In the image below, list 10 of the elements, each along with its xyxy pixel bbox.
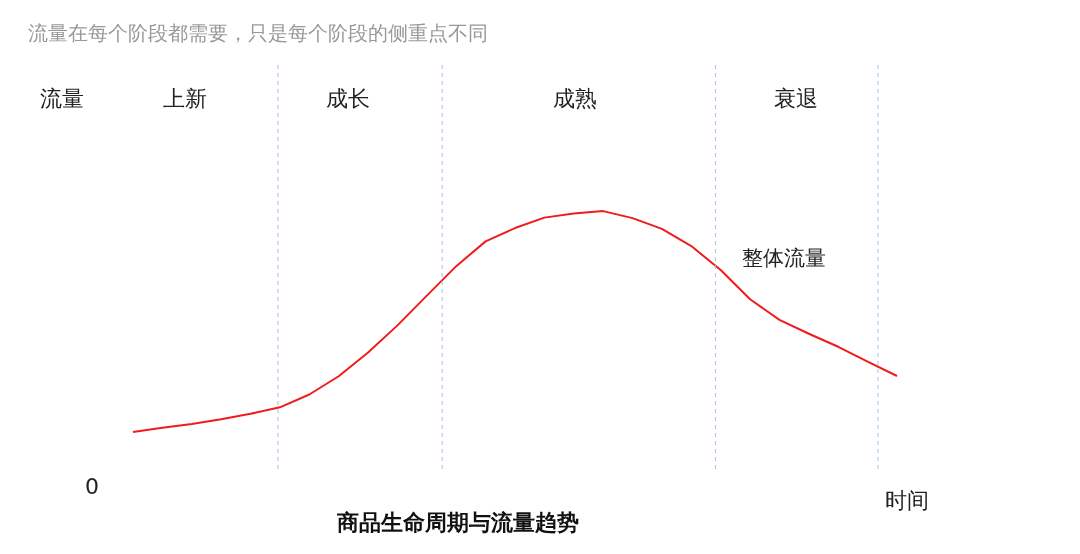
series-label: 整体流量 bbox=[742, 246, 827, 271]
text: 成熟 bbox=[551, 85, 598, 113]
text: 成长 bbox=[325, 85, 372, 113]
text: 商品生命周期与流量趋势 bbox=[337, 510, 579, 535]
text: 上新 bbox=[161, 85, 208, 113]
y-axis-title: 流量 bbox=[40, 85, 84, 113]
text: 衰退 bbox=[772, 85, 819, 113]
x-axis-title: 时间 bbox=[885, 487, 929, 515]
text: 0 bbox=[85, 474, 99, 499]
chart-title: 流量在每个阶段都需要，只是每个阶段的侧重点不同 bbox=[28, 20, 488, 47]
